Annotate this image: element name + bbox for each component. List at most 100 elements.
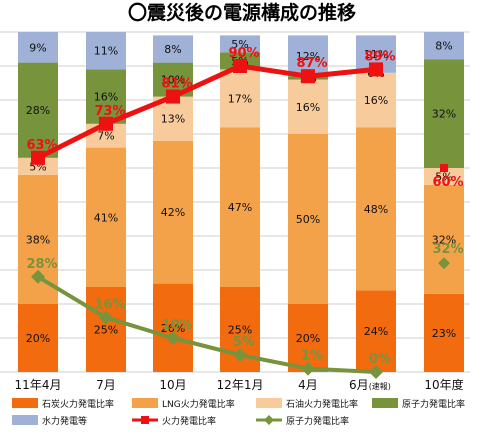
ratio-value-label: 60% xyxy=(432,175,463,190)
category-label: 10年度 xyxy=(424,377,463,392)
segment-value-label: 25% xyxy=(228,324,252,337)
ratio-point xyxy=(166,331,180,345)
ratio-value-label: 90% xyxy=(228,46,259,61)
legend-swatch xyxy=(12,415,38,425)
segment-value-label: 25% xyxy=(94,324,118,337)
category-label: 4月 xyxy=(298,378,318,392)
bar-segment xyxy=(356,290,396,372)
ratio-point xyxy=(440,164,448,172)
ratio-point xyxy=(233,59,247,73)
segment-value-label: 16% xyxy=(364,94,388,107)
ratio-point xyxy=(233,348,247,362)
segment-value-label: 24% xyxy=(364,325,388,338)
segment-value-label: 8% xyxy=(164,43,181,56)
legend-swatch xyxy=(372,398,398,408)
ratio-value-label: 63% xyxy=(26,138,57,153)
bar-segment xyxy=(220,127,260,287)
ratio-value-label: 87% xyxy=(296,56,327,71)
segment-value-label: 17% xyxy=(228,92,252,105)
segment-value-label: 9% xyxy=(29,41,46,54)
segment-value-label: 13% xyxy=(161,113,185,126)
ratio-line xyxy=(36,63,377,161)
segment-value-label: 23% xyxy=(432,327,456,340)
bar-segment xyxy=(18,157,58,175)
ratio-point xyxy=(31,150,45,165)
bar-segment xyxy=(288,304,328,372)
legend-swatch xyxy=(12,398,38,408)
ratio-point xyxy=(31,269,45,284)
segment-value-label: 16% xyxy=(94,91,118,104)
stacked-bars: 20%38%5%28%9%25%41%7%16%11%26%42%13%10%8… xyxy=(18,32,464,372)
chart-title: 〇震災後の電源構成の推移 xyxy=(128,1,356,24)
segment-value-label: 47% xyxy=(228,201,252,214)
ratio-point xyxy=(99,116,113,131)
ratio-point xyxy=(369,365,383,379)
ratio-value-label: 16% xyxy=(94,298,125,313)
segment-value-label: 20% xyxy=(26,332,50,345)
segment-value-label: 11% xyxy=(364,48,388,61)
ratio-point xyxy=(301,69,315,84)
bar-segment xyxy=(356,72,396,128)
category-label: 10月 xyxy=(159,378,186,392)
ratio-value-label: 89% xyxy=(364,49,395,64)
segment-value-label: 26% xyxy=(161,322,185,335)
segment-value-label: 20% xyxy=(296,332,320,345)
ratio-value-label: 5% xyxy=(233,335,255,350)
bar-segment xyxy=(220,35,260,53)
category-label: 7月 xyxy=(96,378,116,392)
bar-segment xyxy=(18,32,58,63)
segment-value-label: 38% xyxy=(26,233,50,246)
ratio-point xyxy=(166,89,180,104)
segment-value-label: 12% xyxy=(296,50,320,63)
ratio-point xyxy=(369,62,383,77)
ratio-value-label: 73% xyxy=(94,104,125,119)
segment-value-label: 42% xyxy=(161,206,185,219)
ratio-line xyxy=(36,275,377,374)
legend-label: 石炭火力発電比率 xyxy=(42,398,114,410)
segment-value-label: 28% xyxy=(26,104,50,117)
segment-value-label: 50% xyxy=(296,213,320,226)
segment-value-label: 5% xyxy=(435,171,452,184)
bar-segment xyxy=(288,79,328,134)
segment-value-label: 10% xyxy=(161,74,185,87)
segment-value-label: 8% xyxy=(435,40,452,53)
ratio-value-label: 28% xyxy=(26,257,57,272)
segment-value-label: 11% xyxy=(94,45,118,58)
bar-segment xyxy=(220,69,260,128)
segment-value-label: 7% xyxy=(97,130,114,143)
segment-value-label: 5% xyxy=(231,38,248,51)
ratio-point xyxy=(99,310,113,325)
ratio-value-label: 10% xyxy=(161,318,192,333)
legend-label: 原子力発電比率 xyxy=(402,398,465,410)
segment-value-label: 32% xyxy=(432,233,456,246)
bar-segment xyxy=(288,134,328,304)
category-label: 12年1月 xyxy=(217,378,264,392)
legend-label: 原子力発電比率 xyxy=(286,415,349,427)
bar-segment xyxy=(424,59,464,169)
segment-value-label: 41% xyxy=(94,211,118,224)
legend-swatch xyxy=(256,398,282,408)
category-label: 11年4月 xyxy=(15,378,62,392)
bar-segment xyxy=(424,185,464,294)
bar-segment xyxy=(86,287,126,372)
bar-segment xyxy=(18,62,58,158)
legend-marker xyxy=(264,415,274,425)
segment-value-label: 16% xyxy=(296,101,320,114)
ratio-value-label: 81% xyxy=(161,77,192,92)
bar-segment xyxy=(18,304,58,372)
bar-segment xyxy=(86,32,126,70)
ratio-value-label: 1% xyxy=(301,349,323,364)
segment-value-label: 48% xyxy=(364,203,388,216)
ratio-value-label: 0% xyxy=(369,352,391,367)
segment-value-label: 32% xyxy=(432,108,456,121)
ratio-value-label: 32% xyxy=(432,242,463,257)
bar-segment xyxy=(86,69,126,124)
legend-label: 水力発電等 xyxy=(42,415,87,427)
bar-segment xyxy=(356,127,396,291)
category-label: 6月(速報) xyxy=(349,378,391,392)
legend-label: 石油火力発電比率 xyxy=(286,398,358,410)
bar-segment xyxy=(153,35,193,63)
legend-marker xyxy=(141,416,149,424)
